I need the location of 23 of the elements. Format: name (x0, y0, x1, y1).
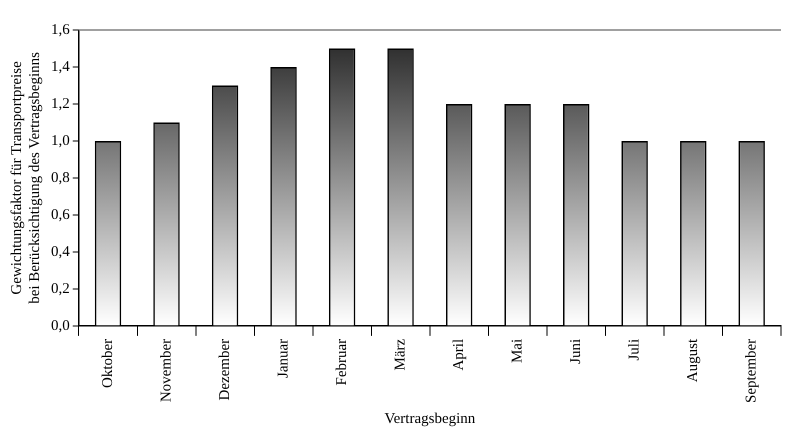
x-tick-label: Dezember (216, 338, 233, 400)
x-tick-label: März (392, 338, 409, 371)
x-axis-title: Vertragsbeginn (384, 410, 476, 427)
x-tick-label: September (744, 338, 760, 404)
x-tick-label: April (451, 338, 468, 371)
y-tick-label: 1,6 (51, 22, 70, 38)
x-tick-label: Mai (510, 338, 526, 364)
y-tick-label: 0,2 (51, 280, 70, 297)
y-tick-label: 1,2 (51, 96, 70, 112)
y-tick-label: 0,4 (51, 244, 70, 260)
x-tick-label: Oktober (100, 338, 116, 388)
x-tick-label: Juni (568, 338, 584, 364)
y-tick-label: 1,0 (51, 132, 70, 149)
y-tick-label: 1,4 (51, 58, 70, 75)
y-axis-title: Gewichtungsfaktor für Transportpreise bei Berücksichtigung des Vertragsbeginns (8, 52, 43, 304)
y-tick-label: 0,0 (51, 318, 70, 334)
x-tick-label: August (685, 338, 702, 382)
x-tick-label: Juli (626, 338, 643, 361)
y-tick-label: 0,6 (51, 206, 70, 223)
x-tick-label: November (158, 338, 174, 402)
y-tick-label: 0,8 (51, 170, 70, 186)
x-tick-label: Januar (276, 338, 292, 378)
x-tick-label: Februar (334, 338, 350, 386)
